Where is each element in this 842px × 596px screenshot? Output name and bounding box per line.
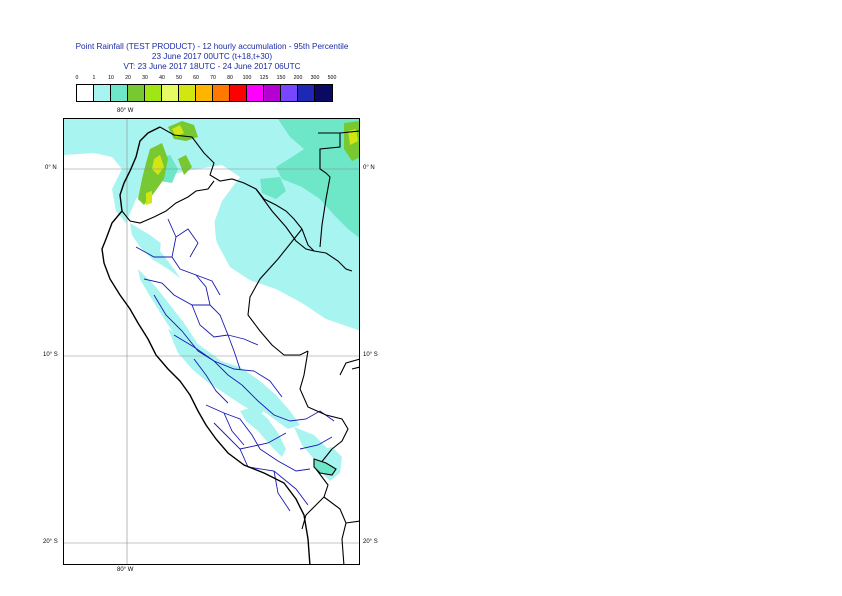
lat-label-20s-left: 20° S	[43, 539, 58, 545]
land-no-rain	[64, 179, 336, 564]
legend-swatch	[196, 85, 213, 101]
legend-swatch	[145, 85, 162, 101]
legend-swatch	[94, 85, 111, 101]
legend-swatch	[162, 85, 179, 101]
legend-color-scale	[76, 84, 333, 102]
legend-swatch	[315, 85, 332, 101]
legend-swatch	[230, 85, 247, 101]
legend-label: 60	[193, 75, 199, 81]
legend-label: 0	[75, 75, 79, 81]
legend-label: 40	[159, 75, 165, 81]
map-canvas	[64, 119, 359, 564]
legend-swatch	[128, 85, 145, 101]
lat-label-10s-right: 10° S	[363, 352, 378, 358]
lat-label-0-right: 0° N	[363, 165, 375, 171]
graticule	[64, 119, 359, 564]
legend-swatch	[247, 85, 264, 101]
country-borders	[101, 126, 359, 564]
legend-swatch	[298, 85, 315, 101]
legend-swatch	[281, 85, 298, 101]
legend-label: 150	[276, 75, 286, 81]
title-line-2: 23 June 2017 00UTC (t+18,t+30)	[151, 52, 273, 61]
lon-label-bottom: 80° W	[117, 567, 134, 573]
legend-swatch	[264, 85, 281, 101]
legend-label: 500	[327, 75, 337, 81]
title-line-1: Point Rainfall (TEST PRODUCT) - 12 hourl…	[75, 42, 349, 51]
legend-label: 80	[227, 75, 233, 81]
lon-label-top: 80° W	[117, 108, 134, 114]
rainfall-legend: 0 1 10 20 30 40 50 60 70 80 100 125 150 200 300 500	[76, 75, 348, 102]
legend-label: 300	[310, 75, 320, 81]
legend-swatch	[77, 85, 94, 101]
legend-label: 200	[293, 75, 303, 81]
map-title: Point Rainfall (TEST PRODUCT) - 12 hourl…	[62, 42, 362, 72]
legend-label: 30	[142, 75, 148, 81]
title-line-3: VT: 23 June 2017 18UTC - 24 June 2017 06…	[123, 62, 301, 71]
rainfall-yellow-green	[146, 125, 358, 205]
map-panel	[63, 118, 360, 565]
legend-labels: 0 1 10 20 30 40 50 60 70 80 100 125 150 200 300 500	[76, 75, 348, 84]
legend-swatch	[179, 85, 196, 101]
legend-label: 10	[108, 75, 114, 81]
legend-swatch	[111, 85, 128, 101]
lat-label-0-left: 0° N	[45, 165, 57, 171]
legend-label: 70	[210, 75, 216, 81]
lat-label-20s-right: 20° S	[363, 539, 378, 545]
legend-label: 20	[125, 75, 131, 81]
legend-swatch	[213, 85, 230, 101]
legend-label: 1	[92, 75, 96, 81]
lat-label-10s-left: 10° S	[43, 352, 58, 358]
legend-label: 50	[176, 75, 182, 81]
legend-label: 125	[259, 75, 269, 81]
legend-label: 100	[242, 75, 252, 81]
